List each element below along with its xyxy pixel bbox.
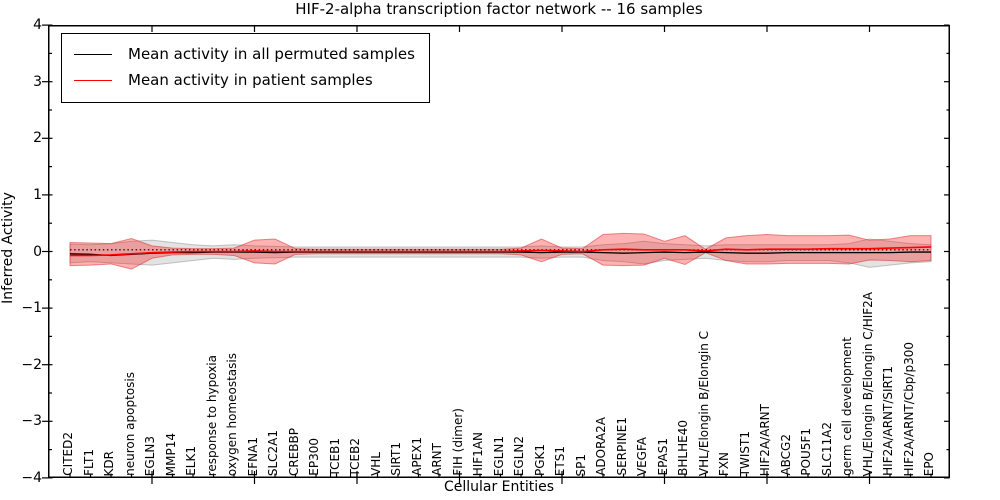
x-category-label: ELK1 [184, 446, 198, 476]
x-category-label: EGLN2 [512, 435, 526, 476]
x-axis-label: Cellular Entities [443, 479, 555, 495]
y-tick-label: 1 [33, 186, 42, 203]
x-category-label: ABCG2 [778, 434, 793, 476]
x-category-label: EPAS1 [655, 438, 670, 476]
x-category-label: EFNA1 [245, 436, 260, 476]
x-category-label: PGK1 [532, 443, 547, 476]
y-tick-label: −4 [21, 469, 42, 486]
y-tick-label: 2 [33, 130, 42, 147]
legend-label-patient: Mean activity in patient samples [128, 71, 373, 89]
x-category-label: TCEB1 [327, 437, 342, 476]
chart-canvas [42, 24, 950, 484]
x-category-label: CITED2 [61, 432, 75, 476]
x-category-label: EPO [922, 451, 936, 476]
x-category-label: neuron apoptosis [122, 372, 137, 476]
x-category-label: VHL [368, 452, 383, 476]
permuted-samples-range-band [69, 238, 932, 268]
x-category-label: SLC11A2 [819, 422, 834, 476]
x-category-label: ADORA2A [594, 417, 608, 476]
y-tick-label: −1 [21, 300, 42, 317]
legend-item-patient: Mean activity in patient samples [74, 67, 415, 93]
x-category-label: EP300 [307, 438, 321, 476]
x-category-label: SP1 [573, 453, 588, 477]
y-tick-label: 3 [33, 73, 42, 90]
x-category-label: FXN [717, 451, 731, 476]
x-category-label: germ cell development [840, 337, 854, 476]
x-category-label: HIF2A/ARNT/Cbp/p300 [901, 341, 916, 476]
x-category-label: VHL/Elongin B/Elongin C/HIF2A [860, 291, 875, 476]
x-category-label: APEX1 [409, 437, 424, 476]
x-category-label: response to hypoxia [204, 354, 219, 476]
x-category-label: HIF1AN [471, 431, 485, 476]
patient-mean-line [70, 246, 932, 257]
x-category-label: TCEB2 [348, 437, 362, 476]
x-category-label: ETS1 [553, 445, 567, 476]
patient-line-swatch [74, 79, 112, 81]
y-tick-label: 4 [33, 17, 42, 34]
chart-title: HIF-2-alpha transcription factor network… [295, 0, 703, 18]
x-category-label: VEGFA [635, 436, 649, 476]
permuted-line-swatch [74, 53, 112, 55]
x-category-label: EGLN3 [143, 435, 157, 476]
y-tick-label: −2 [21, 356, 42, 373]
x-category-label: MMP14 [163, 432, 178, 476]
legend-item-permuted: Mean activity in all permuted samples [74, 41, 415, 67]
legend-label-permuted: Mean activity in all permuted samples [128, 45, 415, 63]
y-tick-label: −3 [21, 413, 42, 430]
x-category-label: VHL/Elongin B/Elongin C [696, 330, 711, 476]
x-category-label: EGLN1 [491, 435, 506, 476]
x-category-label: KDR [102, 450, 116, 476]
x-category-label: CREBBP [286, 428, 301, 476]
x-category-label: BHLHE40 [676, 420, 690, 476]
x-category-label: HIF2A/ARNT/SIRT1 [881, 366, 895, 476]
x-category-label: HIF2A/ARNT [758, 403, 772, 476]
x-category-label: SIRT1 [389, 442, 403, 476]
x-category-label: SLC2A1 [266, 429, 280, 476]
legend: Mean activity in all permuted samples Me… [61, 33, 430, 103]
x-category-label: SERPINE1 [614, 417, 629, 476]
y-tick-label: 0 [33, 243, 42, 260]
x-category-label: ARNT [430, 443, 444, 476]
x-category-label: POU5F1 [799, 428, 813, 476]
x-category-label: TWIST1 [737, 430, 752, 476]
plot-area: Mean activity in all permuted samples Me… [42, 24, 950, 484]
x-category-label: FIH (dimer) [450, 408, 465, 476]
x-category-label: oxygen homeostasis [225, 352, 239, 476]
x-category-label: FLT1 [81, 449, 96, 476]
